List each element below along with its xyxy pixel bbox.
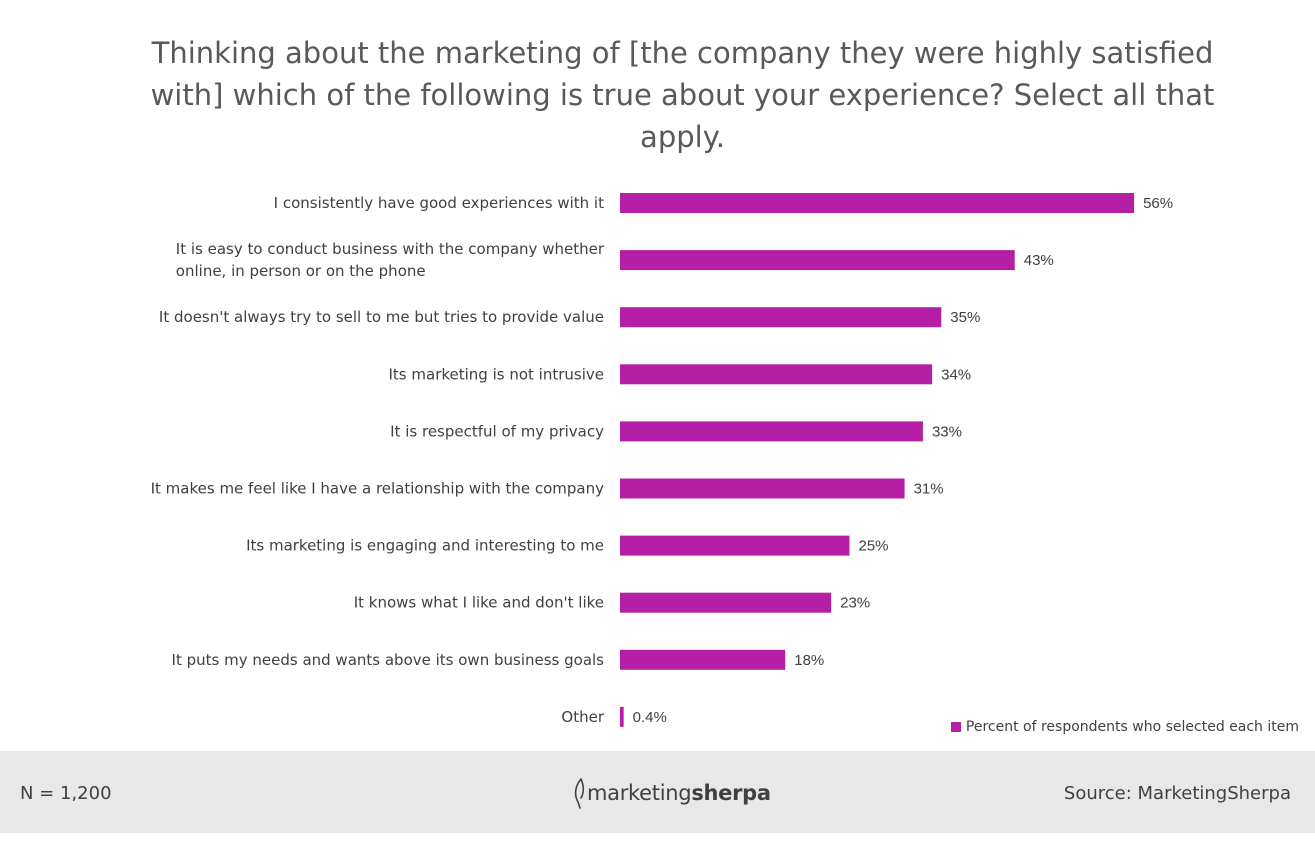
bar-1 [620,250,1015,271]
category-label-line: online, in person or on the phone [176,262,426,280]
marketingsherpa-logo: marketing sherpa [572,777,771,809]
value-label-5: 31% [914,481,944,498]
logo-text-bold: sherpa [691,781,771,805]
bar-8 [620,649,786,670]
bar-4 [620,421,923,442]
value-label-7: 23% [840,595,870,612]
category-label-5: It makes me feel like I have a relations… [151,480,604,498]
legend: Percent of respondents who selected each… [950,719,1299,735]
bar-2 [620,307,942,328]
value-label-4: 33% [932,423,962,440]
legend-swatch [950,722,961,732]
bar-chart: 56% I consistently have good experiences … [151,193,1173,727]
value-label-6: 25% [859,538,889,555]
category-label-1: It is easy to conduct business with the … [176,240,605,280]
value-label-2: 35% [950,309,980,326]
sherpa-mark-icon [574,778,585,809]
value-label-0: 56% [1143,195,1173,212]
value-label-3: 34% [941,366,971,383]
bar-6 [620,535,850,556]
logo-text-regular: marketing [587,781,692,805]
footer-bar: N = 1,200 marketing sherpa Source: Market… [0,751,1315,833]
bar-9 [620,706,624,727]
bar-5 [620,478,905,499]
legend-label: Percent of respondents who selected each… [965,719,1299,735]
source-label: Source: MarketingSherpa [1063,783,1291,804]
category-label-2: It doesn't always try to sell to me but … [159,308,604,326]
value-label-1: 43% [1024,252,1054,269]
category-label-8: It puts my needs and wants above its own… [172,651,605,669]
value-label-8: 18% [794,652,824,669]
bar-0 [620,193,1135,213]
bar-3 [620,364,933,385]
bar-7 [620,592,832,613]
category-label-7: It knows what I like and don't like [354,594,604,612]
category-label-4: It is respectful of my privacy [390,422,604,440]
category-label-6: Its marketing is engaging and interestin… [246,537,604,555]
chart-title: Thinking about the marketing of [the com… [150,36,1215,154]
category-label-3: Its marketing is not intrusive [389,365,605,383]
category-label-line: It is easy to conduct business with the … [176,240,605,258]
category-label-9: Other [561,708,604,726]
value-label-9: 0.4% [633,709,667,726]
sample-size-label: N = 1,200 [20,783,112,804]
category-label-0: I consistently have good experiences wit… [274,194,604,212]
